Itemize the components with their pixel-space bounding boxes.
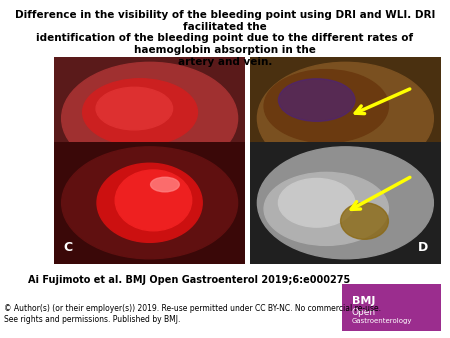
Text: Difference in the visibility of the bleeding point using DRI and WLI. DRI facili: Difference in the visibility of the blee… bbox=[15, 10, 435, 67]
Polygon shape bbox=[54, 57, 245, 179]
Polygon shape bbox=[250, 57, 441, 179]
Ellipse shape bbox=[97, 163, 202, 242]
Circle shape bbox=[58, 60, 241, 177]
Circle shape bbox=[62, 147, 238, 259]
Ellipse shape bbox=[264, 70, 388, 143]
Polygon shape bbox=[54, 142, 245, 264]
Circle shape bbox=[58, 144, 241, 261]
Circle shape bbox=[257, 147, 433, 259]
Ellipse shape bbox=[159, 148, 198, 166]
Circle shape bbox=[254, 60, 437, 177]
Text: Open: Open bbox=[352, 308, 376, 317]
Ellipse shape bbox=[151, 177, 179, 192]
Text: B: B bbox=[418, 156, 427, 169]
Text: BMJ: BMJ bbox=[352, 296, 375, 306]
Ellipse shape bbox=[264, 172, 388, 245]
Ellipse shape bbox=[279, 178, 355, 227]
Text: Ai Fujimoto et al. BMJ Open Gastroenterol 2019;6:e000275: Ai Fujimoto et al. BMJ Open Gastroentero… bbox=[28, 275, 350, 286]
Ellipse shape bbox=[341, 203, 388, 239]
Circle shape bbox=[254, 144, 437, 261]
Ellipse shape bbox=[83, 79, 198, 146]
Circle shape bbox=[62, 62, 238, 174]
Text: C: C bbox=[63, 241, 73, 254]
Ellipse shape bbox=[115, 170, 192, 231]
Text: © Author(s) (or their employer(s)) 2019. Re-use permitted under CC BY-NC. No com: © Author(s) (or their employer(s)) 2019.… bbox=[4, 304, 382, 323]
Text: D: D bbox=[418, 241, 428, 254]
Text: Gastroenterology: Gastroenterology bbox=[352, 318, 412, 324]
Text: A: A bbox=[63, 156, 73, 169]
Ellipse shape bbox=[96, 87, 173, 130]
Ellipse shape bbox=[279, 79, 355, 121]
Polygon shape bbox=[250, 142, 441, 264]
Circle shape bbox=[257, 62, 433, 174]
